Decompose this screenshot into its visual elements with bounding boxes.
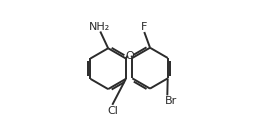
Text: F: F (141, 22, 148, 32)
Text: Cl: Cl (107, 106, 118, 116)
Text: O: O (125, 51, 134, 61)
Text: Br: Br (165, 96, 177, 106)
Text: NH₂: NH₂ (88, 22, 110, 32)
